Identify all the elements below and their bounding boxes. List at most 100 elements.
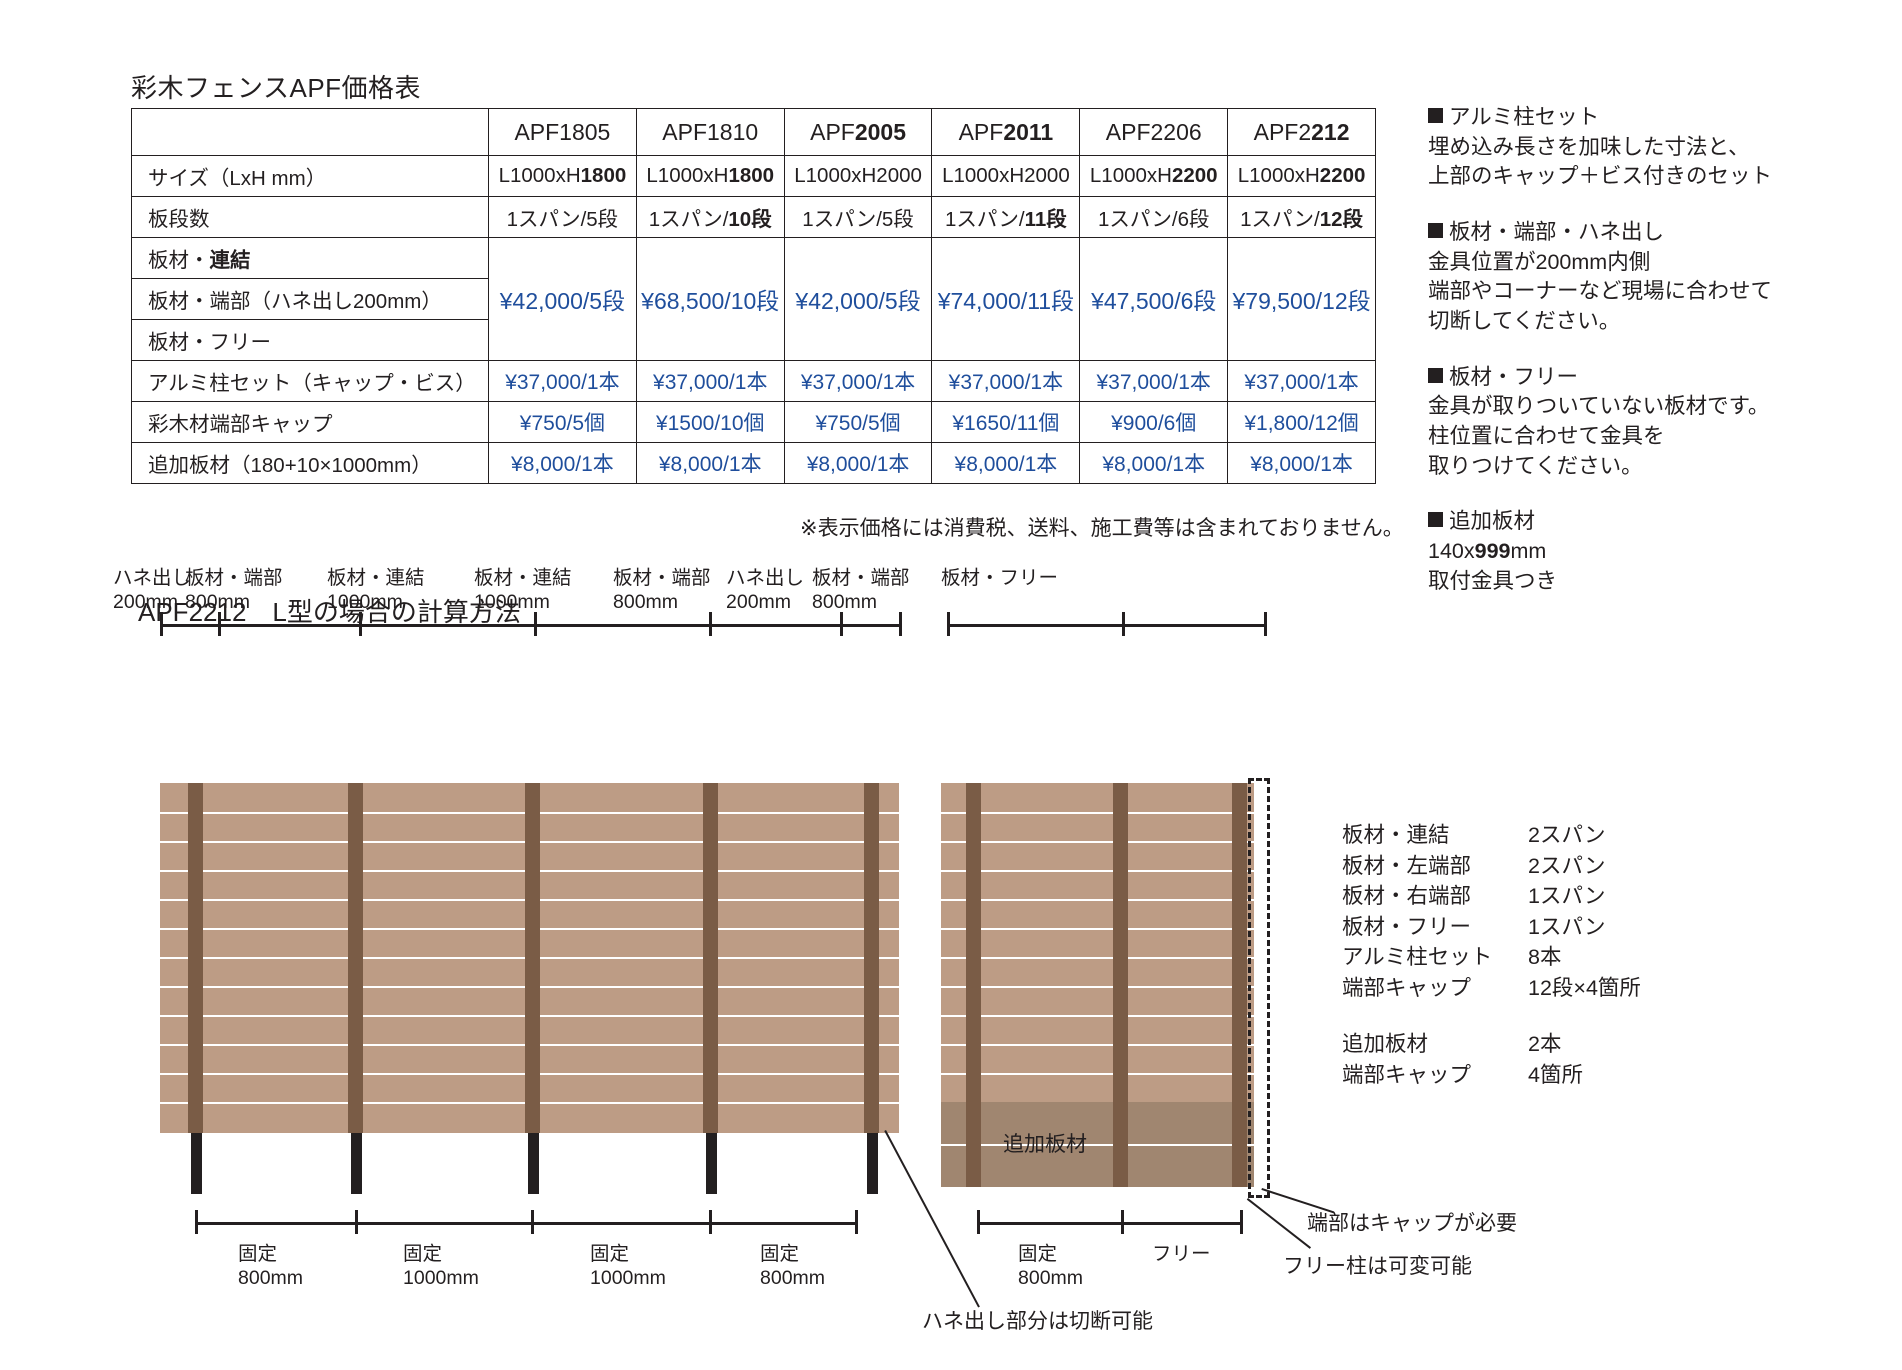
cell-apf2005: L1000xH2000 xyxy=(783,155,933,197)
side-note-line: 140x999mm xyxy=(1428,538,1547,563)
cell-apf2206: L1000xH2200 xyxy=(1079,155,1229,197)
bullet-square-icon xyxy=(1428,108,1443,123)
bullet-square-icon xyxy=(1428,222,1443,238)
cell-apf1810: 1スパン/10段 xyxy=(635,196,785,238)
table-row: 板材・フリー xyxy=(131,319,1376,361)
fence-post xyxy=(1232,783,1247,1187)
column-header-apf2212: APF2212 xyxy=(1227,108,1376,156)
dim-label-top-3: 板材・連結 1000mm xyxy=(474,567,572,614)
bom-row: アルミ柱セット 8本 xyxy=(1342,942,1641,973)
merged-price-cell-apf1810: ¥68,500/10段 xyxy=(635,237,785,361)
dim-label-bottom-3: 固定 800mm xyxy=(760,1243,826,1290)
column-header-apf2005: APF2005 xyxy=(783,108,933,156)
table-row: サイズ（LxH mm） L1000xH1800 L1000xH1800 L1000xH… xyxy=(131,155,1376,197)
cell-apf2005: ¥8,000/1本 xyxy=(783,442,933,484)
cell-apf1810: L1000xH1800 xyxy=(635,155,785,197)
column-header-apf2206: APF2206 xyxy=(1079,108,1229,156)
row-label: サイズ（LxH mm） xyxy=(131,155,489,197)
dim-label-bottom-2: 固定 1000mm xyxy=(590,1243,666,1290)
cell-apf1805: ¥750/5個 xyxy=(488,401,637,443)
table-corner-cell xyxy=(131,108,489,156)
side-notes-panel: アルミ柱セット 埋め込み長さを加味した寸法と、 上部のキャップ＋ビス付きのセット 板材… xyxy=(1428,103,1878,622)
cell-apf1810: ¥8,000/1本 xyxy=(635,442,785,484)
side-note-line: 埋め込み長さを加味した寸法と、 xyxy=(1428,134,1750,159)
panel-slat-line xyxy=(941,870,1254,872)
panel-slat-line xyxy=(941,928,1254,930)
panel-slat-line xyxy=(941,1144,1254,1146)
panel-slat-line xyxy=(941,812,1254,814)
dim-label-bottom-5: フリー xyxy=(1152,1243,1211,1265)
fence-post xyxy=(525,783,540,1133)
panel-slat-line xyxy=(941,957,1254,959)
top-tick-5 xyxy=(840,612,843,636)
bom-item-qty: 1スパン xyxy=(1528,884,1606,909)
price-note: ※表示価格には消費税、送料、施工費等は含まれておりません。 xyxy=(800,517,1404,540)
bom-item-name: 板材・連結 xyxy=(1342,823,1450,847)
leader-line-freepost xyxy=(1246,1198,1312,1249)
bom-item-qty: 2スパン xyxy=(1528,823,1606,847)
bottom-tick-0 xyxy=(195,1210,198,1234)
dim-label-top-4: 板材・端部 800mm xyxy=(613,567,711,614)
merged-price-cell-apf2011: ¥74,000/11段 xyxy=(931,237,1081,361)
cell-apf2011: ¥1650/11個 xyxy=(931,401,1081,443)
bom-item-name: 端部キャップ xyxy=(1342,975,1472,1000)
bom-item-qty: 1スパン xyxy=(1528,914,1606,939)
side-note-line: 金具位置が200mm内側 xyxy=(1428,249,1651,274)
cell-apf2206: ¥900/6個 xyxy=(1079,401,1229,443)
side-note-line: 取りつけてください。 xyxy=(1428,453,1643,478)
cell-apf2206: ¥8,000/1本 xyxy=(1079,442,1229,484)
cell-apf2212: ¥8,000/1本 xyxy=(1227,442,1376,484)
bom-row: 板材・フリー 1スパン xyxy=(1342,912,1641,943)
merged-price-cell-apf2206: ¥47,500/6段 xyxy=(1079,237,1229,361)
bom-item-qty: 4箇所 xyxy=(1528,1062,1583,1087)
side-note-line: 金具が取りついていない板材です。 xyxy=(1428,394,1770,419)
column-header-apf1810: APF1810 xyxy=(635,108,785,156)
dim-label-top-5: ハネ出し 200mm xyxy=(726,567,805,614)
side-note-1: 板材・端部・ハネ出し 金具位置が200mm内側 端部やコーナーなど現場に合わせて 切断… xyxy=(1428,218,1878,337)
bom-item-name: 板材・左端部 xyxy=(1342,853,1472,878)
cell-apf1805: 1スパン/5段 xyxy=(488,196,637,238)
table-header-row: APF1805 APF1810 APF2005 APF2011 APF2206 APF22… xyxy=(131,108,1376,156)
side-note-line: 柱位置に合わせて金具を xyxy=(1428,423,1665,448)
dim-label-top-2: 板材・連結 1000mm xyxy=(327,567,425,614)
dim-label-top-1: 板材・端部 800mm xyxy=(185,567,283,614)
cell-apf1810: ¥37,000/1本 xyxy=(635,360,785,402)
cell-apf2212: L1000xH2200 xyxy=(1227,155,1376,197)
cell-apf2212: 1スパン/12段 xyxy=(1227,196,1376,238)
side-note-0: アルミ柱セット 埋め込み長さを加味した寸法と、 上部のキャップ＋ビス付きのセット xyxy=(1428,103,1878,192)
bullet-square-icon xyxy=(1428,512,1443,528)
top-tick-4 xyxy=(709,612,712,636)
bullet-square-icon xyxy=(1428,367,1443,383)
row-label: 追加板材（180+10×1000mm） xyxy=(131,442,489,484)
fence-post-leg xyxy=(191,1133,202,1194)
side-note-heading: 板材・端部・ハネ出し xyxy=(1428,218,1878,248)
row-label: 板材・端部（ハネ出し200mm） xyxy=(131,278,489,320)
cell-apf2005: ¥37,000/1本 xyxy=(783,360,933,402)
cell-apf1805: ¥8,000/1本 xyxy=(488,442,637,484)
bottom-tick-4 xyxy=(855,1210,858,1234)
cell-apf1805: ¥37,000/1本 xyxy=(488,360,637,402)
bottom-ruler-left xyxy=(195,1222,855,1225)
panel-slat-line xyxy=(941,1044,1254,1046)
fence-post-leg xyxy=(351,1133,362,1194)
cell-apf2212: ¥37,000/1本 xyxy=(1227,360,1376,402)
row-label: アルミ柱セット（キャップ・ビス） xyxy=(131,360,489,402)
side-note-line: 端部やコーナーなど現場に合わせて xyxy=(1428,279,1773,304)
row-label: 板材・連結 xyxy=(131,237,489,279)
diagram-title: APF2212 L型の場合の計算方法 xyxy=(138,597,521,627)
fence-post-leg xyxy=(867,1133,878,1194)
panel-slat-line xyxy=(941,841,1254,843)
table-row: 板材・連結 ¥42,000/5段 ¥68,500/10段 ¥42,000/5段 ¥74,… xyxy=(131,237,1376,361)
bom-row: 追加板材 2本 xyxy=(1342,1029,1641,1060)
side-note-heading-text: アルミ柱セット xyxy=(1449,105,1600,129)
callout-free-post: フリー柱は可変可能 xyxy=(1283,1255,1472,1278)
fence-post xyxy=(703,783,718,1133)
panel-slat-line xyxy=(941,899,1254,901)
bottom-tick-3 xyxy=(709,1210,712,1234)
table-row: 追加板材（180+10×1000mm） ¥8,000/1本 ¥8,000/1本 ¥8,… xyxy=(131,442,1376,484)
side-note-3: 追加板材 140x999mm 取付金具つき xyxy=(1428,507,1878,596)
side-note-heading-text: 板材・フリー xyxy=(1449,364,1579,389)
bom-item-qty: 2本 xyxy=(1528,1032,1562,1057)
additional-board-label: 追加板材 xyxy=(1003,1133,1087,1156)
panel-slat-line xyxy=(941,1015,1254,1017)
